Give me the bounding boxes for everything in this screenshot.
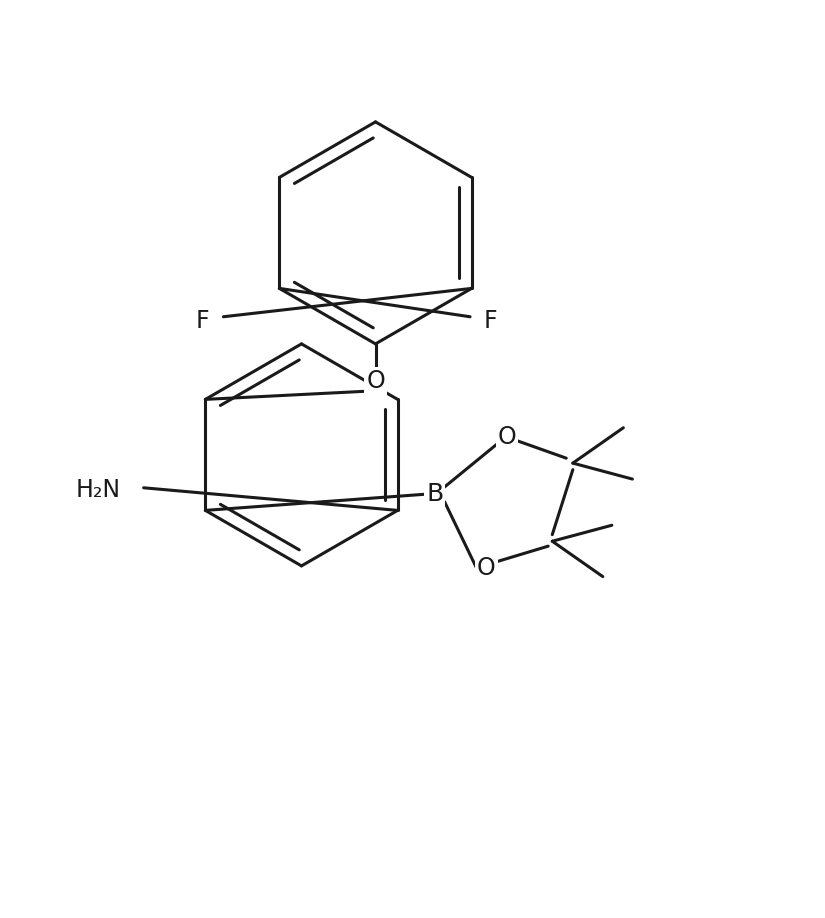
Text: O: O [497,425,516,449]
Text: H₂N: H₂N [76,478,121,502]
Text: F: F [196,308,210,333]
Text: O: O [477,555,496,579]
Text: F: F [483,308,497,333]
Text: O: O [366,369,385,393]
Text: B: B [426,482,443,506]
